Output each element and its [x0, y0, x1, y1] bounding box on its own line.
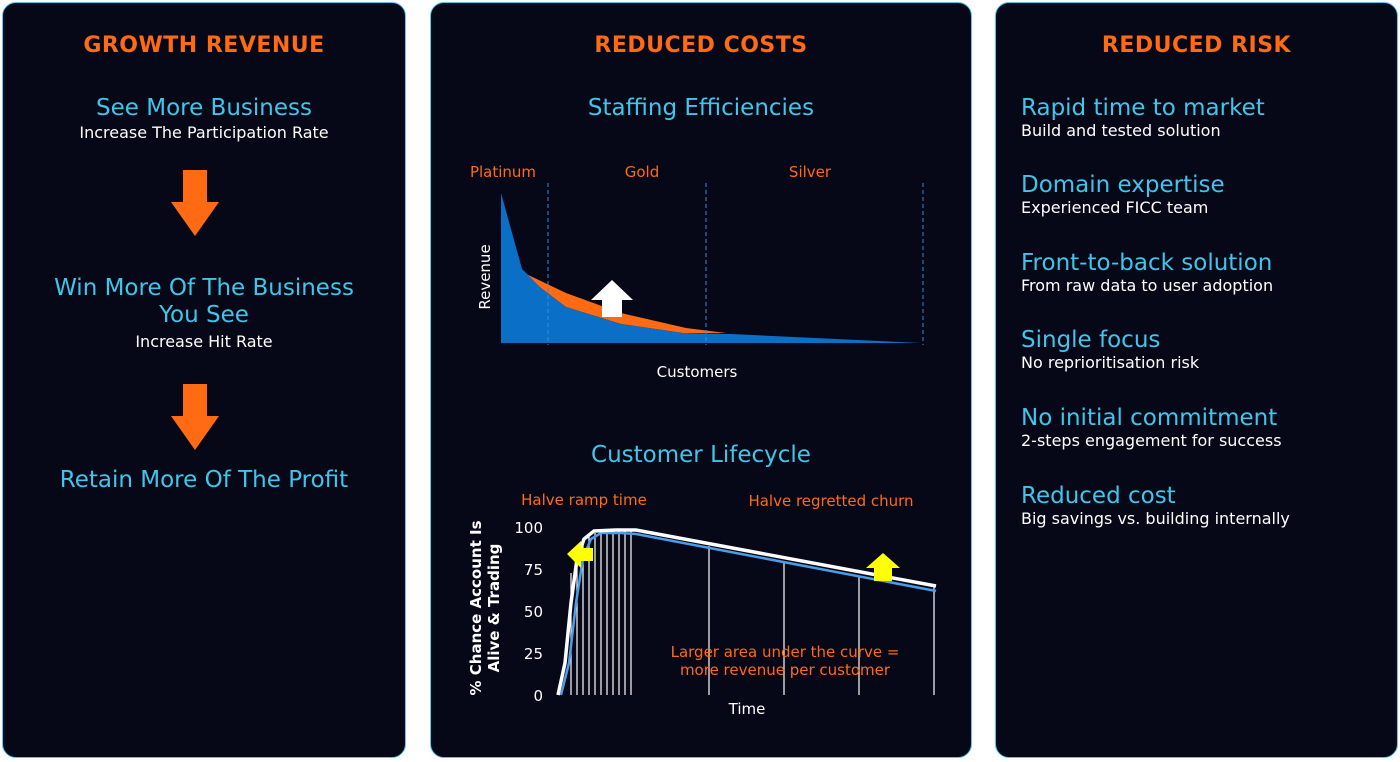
risk-item-title: Single focus: [1021, 327, 1161, 353]
lifecycle-x-label: Time: [728, 700, 766, 718]
risk-item-desc: Build and tested solution: [1021, 121, 1221, 140]
reduced-costs-panel: REDUCED COSTS Staffing Efficiencies Plat…: [430, 2, 972, 758]
staffing-diagram: Platinum Gold Silver Revenue Customers: [470, 163, 924, 381]
y-tick-75: 75: [524, 561, 543, 579]
risk-item: Front-to-back solution From raw data to …: [1021, 250, 1273, 296]
lifecycle-y-label-line2: Alive & Trading: [485, 544, 503, 673]
up-arrow-icon: [866, 553, 900, 581]
risk-item-title: Rapid time to market: [1021, 95, 1265, 121]
risk-item-title: Front-to-back solution: [1021, 250, 1273, 276]
y-tick-50: 50: [524, 603, 543, 621]
y-tick-25: 25: [524, 645, 543, 663]
growth-revenue-panel: GROWTH REVENUE See More Business Increas…: [2, 2, 406, 758]
area-note-line1: Larger area under the curve =: [671, 643, 900, 661]
y-tick-0: 0: [533, 687, 543, 705]
lifecycle-diagram: Halve ramp time Halve regretted churn % …: [467, 491, 937, 718]
reduced-costs-title: REDUCED COSTS: [594, 33, 808, 58]
risk-item: Single focus No reprioritisation risk: [1021, 327, 1199, 373]
halve-ramp-note: Halve ramp time: [521, 491, 647, 509]
risk-item: Domain expertise Experienced FICC team: [1021, 172, 1225, 218]
improved-revenue-area: [522, 272, 726, 333]
halve-churn-note: Halve regretted churn: [748, 492, 913, 510]
area-note-line2: more revenue per customer: [680, 661, 891, 679]
improved-lifecycle-curve: [556, 528, 937, 696]
tier-label-silver: Silver: [789, 163, 832, 181]
risk-item-title: No initial commitment: [1021, 405, 1278, 431]
growth-revenue-title: GROWTH REVENUE: [83, 33, 325, 58]
risk-item: Reduced cost Big savings vs. building in…: [1021, 483, 1290, 529]
lifecycle-y-label-line1: % Chance Account Is: [467, 520, 485, 695]
reduced-risk-panel: REDUCED RISK Rapid time to market Build …: [995, 2, 1398, 758]
risk-item-desc: From raw data to user adoption: [1021, 276, 1274, 295]
step2-title-line2: You See: [159, 302, 249, 328]
staffing-heading: Staffing Efficiencies: [587, 95, 815, 121]
baseline-lifecycle-curve: [559, 531, 937, 696]
risk-item-desc: 2-steps engagement for success: [1021, 431, 1282, 450]
risk-item-desc: Big savings vs. building internally: [1021, 509, 1290, 528]
step2-subtitle: Increase Hit Rate: [135, 332, 273, 351]
up-arrow-icon: [591, 280, 633, 317]
staffing-x-label: Customers: [657, 363, 738, 381]
area-stripes: [570, 530, 935, 695]
risk-item-title: Domain expertise: [1021, 172, 1225, 198]
step3-title: Retain More Of The Profit: [59, 467, 349, 493]
lifecycle-heading: Customer Lifecycle: [591, 442, 811, 468]
tier-label-gold: Gold: [625, 163, 660, 181]
risk-item-desc: No reprioritisation risk: [1021, 353, 1200, 372]
reduced-risk-title: REDUCED RISK: [1101, 33, 1292, 58]
left-arrow-icon: [567, 541, 593, 568]
down-arrow-icon: [171, 384, 219, 450]
risk-item: Rapid time to market Build and tested so…: [1021, 95, 1265, 141]
risk-item-title: Reduced cost: [1021, 483, 1176, 509]
risk-item-desc: Experienced FICC team: [1021, 198, 1209, 217]
y-tick-100: 100: [514, 519, 543, 537]
step1-subtitle: Increase The Participation Rate: [79, 123, 329, 142]
staffing-y-label: Revenue: [476, 244, 494, 309]
risk-item: No initial commitment 2-steps engagement…: [1021, 405, 1282, 451]
down-arrow-icon: [171, 170, 219, 236]
step1-title: See More Business: [96, 95, 312, 121]
tier-label-platinum: Platinum: [470, 163, 536, 181]
revenue-area: [501, 193, 921, 343]
step2-title-line1: Win More Of The Business: [54, 275, 354, 301]
